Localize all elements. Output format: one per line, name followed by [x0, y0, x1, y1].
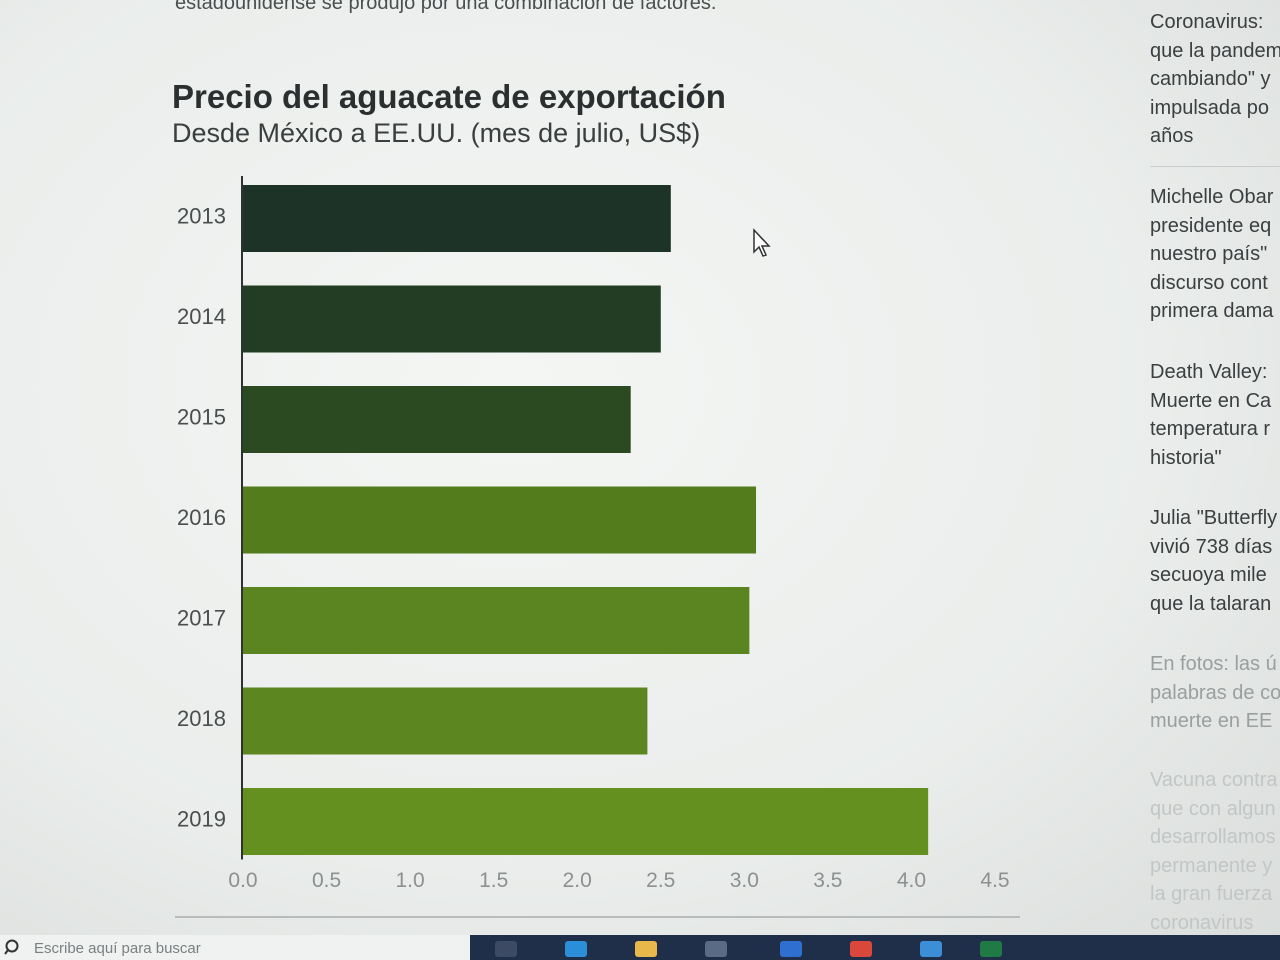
task-view-icon[interactable]: [495, 941, 517, 957]
x-tick-label: 2.0: [563, 869, 592, 892]
x-tick-label: 3.0: [730, 869, 759, 892]
divider: [175, 916, 1020, 918]
y-tick-label-2014: 2014: [177, 304, 226, 329]
related-news-sidebar: Coronavirus: que la pandem cambiando" y imp…: [1140, 0, 1280, 935]
bar-2018: [243, 687, 648, 755]
search-icon: [4, 939, 19, 955]
search-placeholder: Escribe aquí para buscar: [34, 940, 201, 957]
y-tick-label-2015: 2015: [177, 404, 226, 429]
y-tick-label-2013: 2013: [177, 203, 226, 228]
y-tick-label-2016: 2016: [177, 505, 226, 530]
excel-icon[interactable]: [980, 941, 1002, 957]
divider: [1150, 166, 1280, 167]
x-tick-label: 0.5: [312, 869, 341, 892]
chrome-icon[interactable]: [850, 941, 872, 957]
bar-2014: [243, 285, 661, 353]
x-tick-label: 1.5: [479, 869, 508, 892]
bar-2015: [243, 386, 631, 453]
x-tick-label: 1.0: [396, 869, 425, 892]
x-tick-label: 0.0: [228, 869, 257, 892]
taskbar: Escribe aquí para buscar: [0, 935, 1280, 960]
x-tick-label: 3.5: [813, 869, 842, 892]
news-item-coronavirus[interactable]: Coronavirus: que la pandem cambiando" y imp…: [1150, 11, 1280, 147]
bar-chart: 2013 2014 2015 2016 2017 2018 2019 0.0 0.5 1.0 1.…: [177, 176, 1010, 892]
edge-browser-icon[interactable]: [565, 941, 587, 957]
x-tick-label: 4.5: [980, 869, 1009, 892]
x-tick-label: 4.0: [897, 869, 926, 892]
mouse-cursor-icon: [753, 228, 771, 257]
news-item-julia-butterfly[interactable]: Julia "Butterfly vivió 738 días secuoya mi…: [1150, 507, 1278, 615]
y-tick-label-2017: 2017: [177, 605, 226, 630]
bar-2016: [243, 486, 757, 554]
article-top-line: estadounidense se produjo por una combin…: [175, 0, 717, 14]
news-item-death-valley[interactable]: Death Valley: Muerte en Ca temperatura r hi…: [1150, 361, 1272, 469]
file-explorer-icon[interactable]: [635, 941, 657, 957]
store-icon[interactable]: [705, 941, 727, 957]
news-item-michelle-obama[interactable]: Michelle Obar presidente eq nuestro país" d…: [1150, 186, 1274, 322]
y-tick-label-2018: 2018: [177, 706, 226, 731]
x-tick-label: 2.5: [646, 869, 675, 892]
chart-title: Precio del aguacate de exportación: [172, 78, 726, 115]
bar-2019: [243, 788, 929, 855]
news-item-en-fotos[interactable]: En fotos: las ú palabras de co muerte en E…: [1150, 653, 1280, 732]
y-tick-label-2019: 2019: [177, 806, 226, 831]
app-icon[interactable]: [920, 941, 942, 957]
bar-2013: [243, 185, 671, 252]
taskbar-search-box[interactable]: Escribe aquí para buscar: [0, 935, 470, 960]
mail-icon[interactable]: [780, 941, 802, 957]
news-item-vacuna[interactable]: Vacuna contra que con algun desarrollamos p…: [1150, 769, 1278, 934]
chart-subtitle: Desde México a EE.UU. (mes de julio, US$…: [172, 118, 701, 148]
bar-2017: [243, 587, 750, 654]
